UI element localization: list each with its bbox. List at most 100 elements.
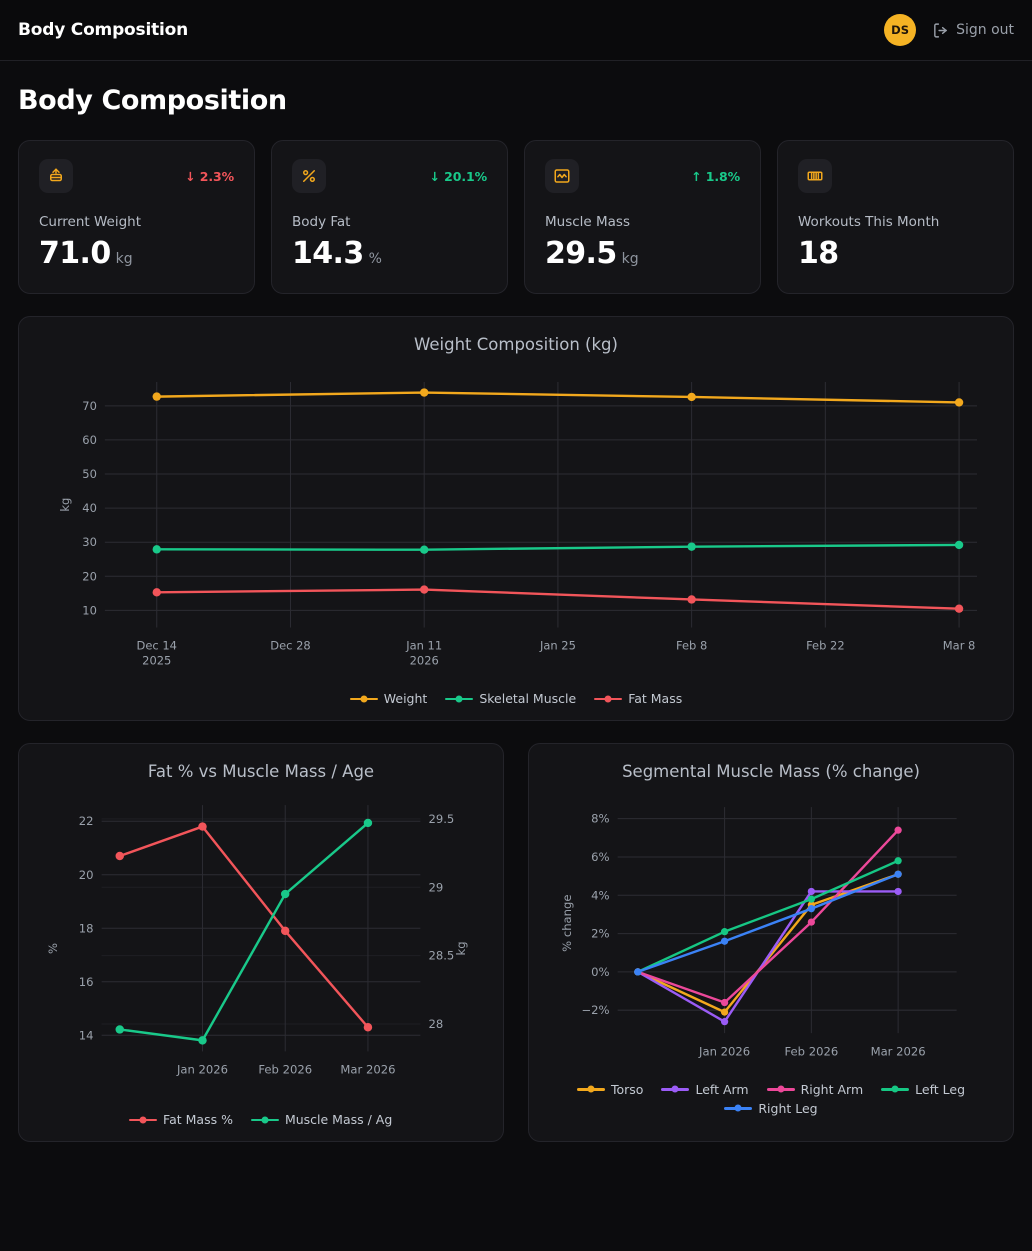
stat-card-body-fat[interactable]: ↓ 20.1% Body Fat 14.3 % <box>271 140 508 294</box>
stat-card-muscle-mass[interactable]: ↑ 1.8% Muscle Mass 29.5 kg <box>524 140 761 294</box>
svg-text:0%: 0% <box>591 965 609 979</box>
legend-swatch-icon <box>576 1083 605 1095</box>
legend-item-fat-mass[interactable]: Fat Mass <box>594 691 682 706</box>
legend-swatch-icon <box>594 693 623 705</box>
svg-text:2025: 2025 <box>142 653 171 667</box>
svg-text:29.5: 29.5 <box>428 812 454 826</box>
svg-text:Jan 2026: Jan 2026 <box>698 1045 750 1059</box>
segmental-muscle-chart[interactable]: Jan 2026 Feb 2026 Mar 2026 −2% 0% 2% 4% 6% 8% % c… <box>545 787 997 1080</box>
legend-swatch-icon <box>250 1114 279 1126</box>
stat-card-header: ↓ 2.3% <box>39 159 234 193</box>
legend-swatch-icon <box>724 1102 753 1114</box>
svg-text:kg: kg <box>58 498 72 512</box>
legend-label: Left Leg <box>915 1081 966 1097</box>
svg-text:Jan 25: Jan 25 <box>539 638 576 652</box>
svg-text:28: 28 <box>428 1017 443 1031</box>
legend-label: Fat Mass <box>628 691 683 707</box>
legend-swatch-icon <box>881 1083 910 1095</box>
weight-composition-legend: Weight Skeletal Muscle Fat Mass <box>35 691 997 706</box>
svg-text:4%: 4% <box>591 889 609 903</box>
stat-delta: ↓ 20.1% <box>429 168 488 184</box>
chart-title-segmental-muscle: Segmental Muscle Mass (% change) <box>622 762 920 782</box>
legend-item-weight[interactable]: Weight <box>349 691 428 707</box>
svg-text:Feb 8: Feb 8 <box>676 638 707 652</box>
svg-text:kg: kg <box>454 942 468 956</box>
svg-text:% change: % change <box>560 895 574 952</box>
legend-label: Weight <box>383 691 428 707</box>
legend-item-torso[interactable]: Torso <box>576 1082 643 1097</box>
segmental-muscle-panel: Segmental Muscle Mass (% change) Jan 202… <box>528 743 1014 1143</box>
sign-out-label: Sign out <box>956 22 1014 38</box>
stat-label: Workouts This Month <box>798 214 940 230</box>
stat-value-group: 14.3 % <box>292 236 487 271</box>
svg-text:−2%: −2% <box>581 1004 609 1018</box>
fat-vs-muscle-chart[interactable]: Jan 2026 Feb 2026 Mar 2026 14 16 18 20 22 28 28.5… <box>35 787 487 1110</box>
legend-item-fat-mass[interactable]: Fat Mass % <box>129 1112 233 1127</box>
stat-card-current-weight[interactable]: ↓ 2.3% Current Weight 71.0 kg <box>18 140 255 294</box>
legend-label: Left Arm <box>695 1081 749 1097</box>
legend-item-left-leg[interactable]: Left Leg <box>881 1082 965 1097</box>
stat-card-grid: ↓ 2.3% Current Weight 71.0 kg ↓ 20.1% Bo… <box>18 140 1014 294</box>
svg-text:Dec 14: Dec 14 <box>137 638 177 652</box>
topbar-actions: DS Sign out <box>884 14 1014 46</box>
stat-delta: ↓ 2.3% <box>185 168 234 184</box>
svg-text:Feb 22: Feb 22 <box>806 638 845 652</box>
stat-card-header <box>798 159 993 193</box>
scale-icon <box>39 159 73 193</box>
svg-text:30: 30 <box>82 535 97 549</box>
stat-card-workouts[interactable]: Workouts This Month 18 <box>777 140 1014 294</box>
svg-text:Jan 2026: Jan 2026 <box>176 1063 228 1077</box>
avatar[interactable]: DS <box>884 14 917 46</box>
legend-label: Fat Mass % <box>163 1112 233 1128</box>
svg-text:16: 16 <box>79 975 94 989</box>
svg-text:29: 29 <box>428 881 443 895</box>
svg-text:20: 20 <box>79 868 94 882</box>
legend-swatch-icon <box>766 1083 795 1095</box>
stat-value-group: 18 <box>798 236 993 271</box>
stat-value: 18 <box>798 236 839 271</box>
weight-composition-panel: Weight Composition (kg) Dec 14 2025 Dec 28… <box>18 316 1014 722</box>
stat-label: Muscle Mass <box>545 214 630 230</box>
svg-text:Feb 2026: Feb 2026 <box>784 1045 838 1059</box>
stat-unit: % <box>368 251 382 267</box>
legend-swatch-icon <box>661 1083 690 1095</box>
fat-vs-muscle-panel: Fat % vs Muscle Mass / Age Jan 2026 Feb 2… <box>18 743 504 1143</box>
svg-text:Mar 2026: Mar 2026 <box>871 1045 926 1059</box>
legend-label: Muscle Mass / Age <box>284 1112 393 1128</box>
legend-swatch-icon <box>349 693 378 705</box>
svg-text:60: 60 <box>82 433 97 447</box>
stat-unit: kg <box>115 251 133 267</box>
legend-item-right-leg[interactable]: Right Leg <box>724 1101 818 1116</box>
svg-text:40: 40 <box>82 501 97 515</box>
svg-text:Mar 2026: Mar 2026 <box>340 1063 395 1077</box>
svg-text:14: 14 <box>79 1029 94 1043</box>
stat-value-group: 71.0 kg <box>39 236 234 271</box>
stat-value: 29.5 <box>545 236 617 271</box>
stat-delta: ↑ 1.8% <box>691 168 740 184</box>
legend-item-muscle-mass-age[interactable]: Muscle Mass / Age <box>250 1112 393 1128</box>
legend-item-skeletal-muscle[interactable]: Skeletal Muscle <box>445 691 576 706</box>
legend-item-right-arm[interactable]: Right Arm <box>766 1082 863 1097</box>
segmental-muscle-legend: Torso Left Arm Right Arm Left Leg Right Leg <box>545 1082 997 1116</box>
svg-text:10: 10 <box>82 603 97 617</box>
stat-label: Body Fat <box>292 214 351 230</box>
legend-label: Skeletal Muscle <box>479 691 577 707</box>
svg-text:6%: 6% <box>591 850 609 864</box>
stat-value: 14.3 <box>292 236 364 271</box>
svg-text:2026: 2026 <box>410 653 439 667</box>
svg-text:50: 50 <box>82 467 97 481</box>
sign-out-button[interactable]: Sign out <box>932 22 1014 39</box>
svg-text:28.5: 28.5 <box>428 949 454 963</box>
fat-vs-muscle-legend: Fat Mass % Muscle Mass / Age <box>35 1112 487 1127</box>
svg-text:8%: 8% <box>591 812 609 826</box>
legend-swatch-icon <box>445 693 474 705</box>
legend-item-left-arm[interactable]: Left Arm <box>661 1081 749 1097</box>
calendar-icon <box>798 159 832 193</box>
svg-text:Feb 2026: Feb 2026 <box>258 1063 312 1077</box>
page-title: Body Composition <box>18 85 287 116</box>
svg-text:18: 18 <box>79 922 94 936</box>
svg-text:70: 70 <box>82 399 97 413</box>
chart-title-weight-composition: Weight Composition (kg) <box>414 335 618 354</box>
svg-text:%: % <box>46 943 60 954</box>
